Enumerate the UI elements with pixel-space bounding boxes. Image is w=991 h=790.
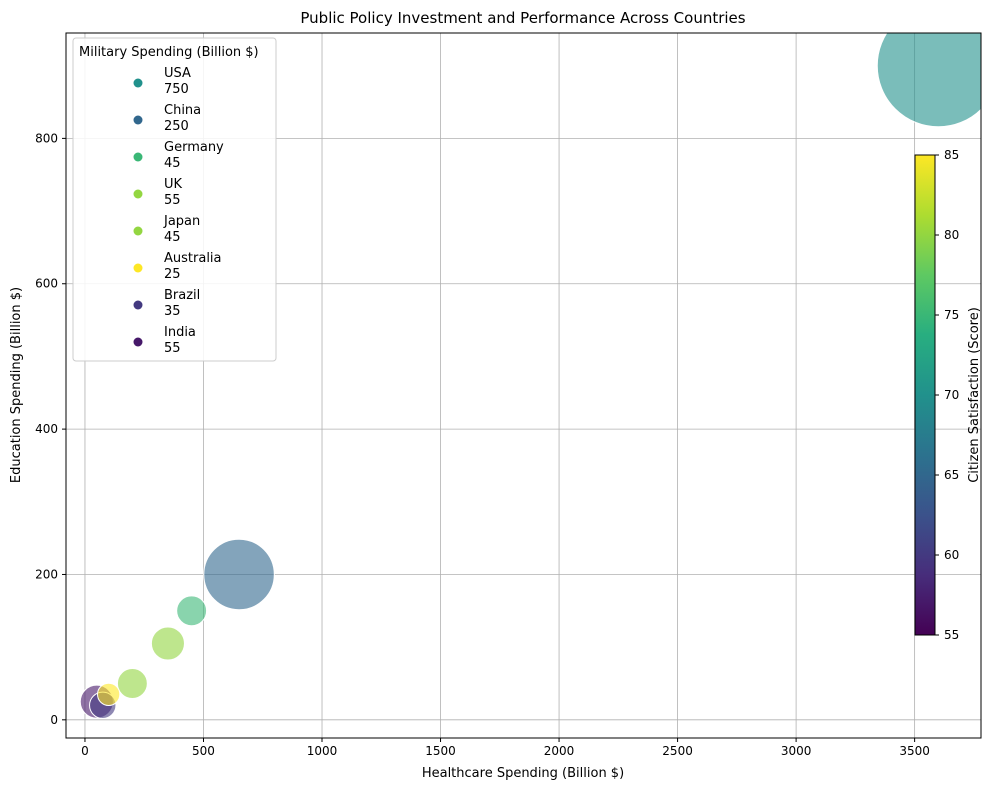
y-tick-label: 0: [50, 713, 58, 727]
x-tick-label: 1000: [307, 744, 338, 758]
legend-box: [72, 37, 277, 362]
colorbar-tick-label: 85: [944, 148, 959, 162]
legend-marker: [133, 78, 143, 88]
colorbar-tick-label: 80: [944, 228, 959, 242]
legend-label: UK: [164, 177, 183, 192]
legend-value: 45: [164, 230, 181, 245]
y-axis-ticks: 0 200 400 600 800: [35, 131, 66, 727]
colorbar: 55 60 65 70 75 80 85 Citizen Satisfaction (Sco…: [914, 148, 982, 642]
colorbar-label: Citizen Satisfaction (Score): [967, 307, 982, 483]
bubble-uk: [150, 626, 185, 661]
legend-label: Brazil: [164, 288, 200, 303]
legend-value: 45: [164, 156, 181, 171]
legend-value: 55: [164, 193, 181, 208]
legend-value: 750: [164, 82, 189, 97]
bubble-germany: [176, 595, 208, 627]
colorbar-tick-label: 55: [944, 628, 959, 642]
x-tick-label: 500: [192, 744, 215, 758]
legend-label: Germany: [164, 140, 224, 155]
y-axis-label: Education Spending (Billion $): [9, 287, 24, 483]
legend-entries: USA750China250Germany45UK55Japan45Austra…: [133, 66, 224, 356]
legend-marker: [133, 226, 143, 236]
bubble-australia: [97, 682, 121, 707]
legend-label: USA: [164, 66, 191, 81]
legend-marker: [133, 300, 143, 310]
colorbar-tick-label: 65: [944, 468, 959, 482]
y-tick-label: 600: [35, 277, 58, 291]
colorbar-tick-label: 60: [944, 548, 959, 562]
bubble-japan: [116, 668, 148, 699]
bubble-usa: [876, 33, 981, 128]
x-axis-ticks: 0 500 1000 1500 2000 2500 3000 3500: [81, 738, 930, 758]
x-tick-label: 2000: [544, 744, 575, 758]
x-axis-label: Healthcare Spending (Billion $): [422, 766, 624, 781]
colorbar-tick-label: 70: [944, 388, 959, 402]
bubble-china: [203, 538, 275, 611]
colorbar-ticks: 55 60 65 70 75 80 85: [935, 148, 959, 642]
legend-title: Military Spending (Billion $): [79, 45, 259, 60]
legend-label: Australia: [164, 251, 222, 266]
colorbar-tick-label: 75: [944, 308, 959, 322]
x-tick-label: 2500: [662, 744, 693, 758]
y-tick-label: 800: [35, 131, 58, 145]
y-tick-label: 200: [35, 567, 58, 581]
x-tick-label: 1500: [425, 744, 456, 758]
legend-marker: [133, 189, 143, 199]
y-tick-label: 400: [35, 422, 58, 436]
data-points: [79, 33, 981, 719]
legend-marker: [133, 115, 143, 125]
x-tick-label: 0: [81, 744, 89, 758]
legend-label: Japan: [163, 214, 200, 229]
legend-label: China: [164, 103, 201, 118]
legend-marker: [133, 152, 143, 162]
legend-marker: [133, 263, 143, 273]
legend-value: 25: [164, 267, 181, 282]
colorbar-gradient: [914, 154, 936, 636]
legend-value: 250: [164, 119, 189, 134]
chart-title: Public Policy Investment and Performance…: [300, 9, 745, 27]
legend-value: 35: [164, 304, 181, 319]
x-tick-label: 3000: [781, 744, 812, 758]
x-tick-label: 3500: [899, 744, 930, 758]
plot-frame: [65, 32, 982, 739]
legend-label: India: [164, 325, 196, 340]
legend-marker: [133, 337, 143, 347]
legend-value: 55: [164, 341, 181, 356]
